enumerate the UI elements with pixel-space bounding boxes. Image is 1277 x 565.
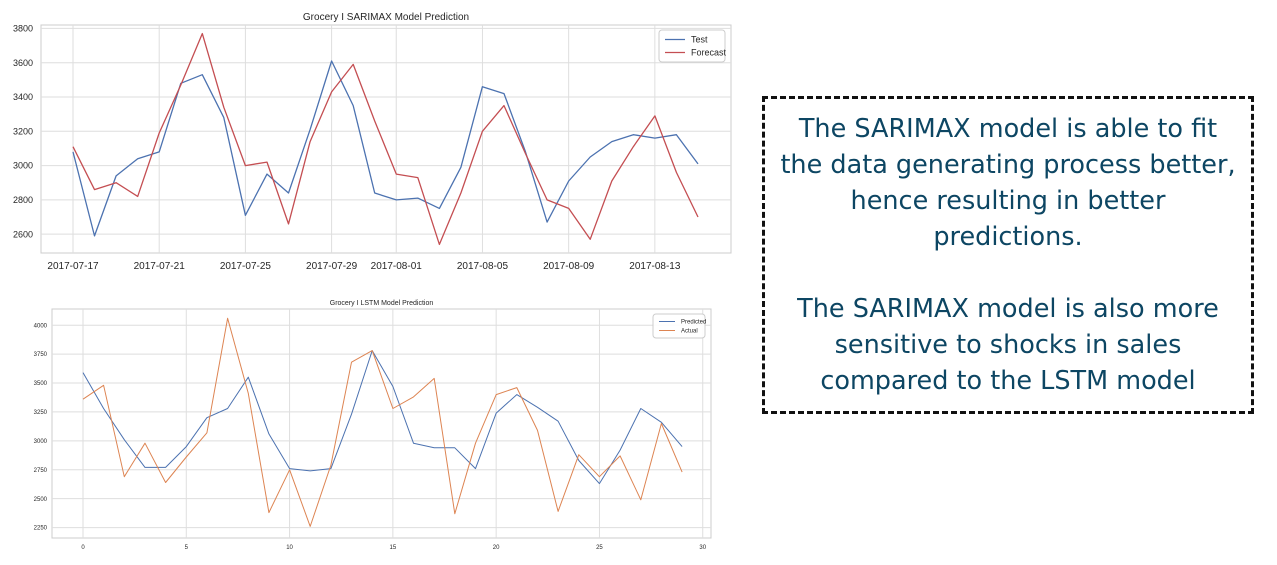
x-tick-label: 2017-08-09 — [543, 261, 595, 272]
lstm-chart: 2250 2500 2750 3000 3250 3500 3750 4000 0 5 10 15 20… — [34, 300, 712, 551]
legend-box — [658, 29, 726, 63]
y-tick-label: 3200 — [13, 126, 33, 136]
x-tick-label: 25 — [596, 545, 603, 551]
y-tick-label: 3800 — [13, 24, 33, 34]
plot-area — [51, 308, 712, 539]
series-line-predicted — [82, 350, 683, 485]
y-tick-label: 2800 — [13, 195, 33, 205]
series-line-actual — [82, 317, 683, 527]
y-tick-label: 3750 — [34, 352, 48, 358]
series-actual — [82, 317, 683, 527]
commentary-box: The SARIMAX model is able to fit the dat… — [762, 96, 1254, 414]
legend-label-forecast: Forecast — [691, 48, 727, 58]
chart-title: Grocery I SARIMAX Model Prediction — [303, 12, 469, 23]
x-tick-label: 2017-07-25 — [220, 261, 272, 272]
series-line-test — [72, 60, 699, 237]
plot-area — [40, 24, 732, 254]
x-tick-label: 2017-07-29 — [306, 261, 358, 272]
y-tick-label: 2500 — [34, 497, 48, 503]
legend-label-actual: Actual — [681, 329, 698, 335]
x-tick-label: 0 — [81, 545, 85, 551]
y-tick-label: 2250 — [34, 526, 48, 532]
x-tick-label: 5 — [185, 545, 189, 551]
y-tick-label: 3250 — [34, 410, 48, 416]
x-tick-label: 2017-08-01 — [371, 261, 423, 272]
commentary-paragraph-2: The SARIMAX model is also more sensitive… — [797, 294, 1219, 396]
legend: Predicted Actual — [652, 313, 706, 339]
y-tick-label: 2600 — [13, 229, 33, 239]
legend-box — [652, 313, 706, 339]
y-tick-label: 3500 — [34, 381, 48, 387]
series-predicted — [82, 350, 683, 485]
x-tick-label: 2017-08-05 — [457, 261, 509, 272]
chart-title: Grocery I LSTM Model Prediction — [330, 300, 434, 307]
series-forecast — [72, 32, 699, 246]
x-tick-label: 2017-07-17 — [47, 261, 99, 272]
commentary-paragraph-1: The SARIMAX model is able to fit the dat… — [780, 114, 1236, 252]
x-tick-label: 20 — [493, 545, 500, 551]
y-tick-label: 3000 — [34, 439, 48, 445]
sarimax-chart: 2600 2800 3000 3200 3400 3600 3800 2017-07-17 20… — [13, 12, 732, 272]
x-tick-label: 2017-07-21 — [134, 261, 186, 272]
y-tick-label: 3600 — [13, 58, 33, 68]
y-tick-label: 4000 — [34, 323, 48, 329]
x-tick-label: 15 — [390, 545, 397, 551]
legend-label-test: Test — [691, 35, 708, 45]
legend: Test Forecast — [658, 29, 727, 63]
series-line-forecast — [72, 32, 699, 246]
x-tick-label: 2017-08-13 — [629, 261, 681, 272]
x-tick-label: 30 — [699, 545, 706, 551]
legend-label-predicted: Predicted — [681, 320, 706, 326]
y-tick-label: 3000 — [13, 161, 33, 171]
y-tick-label: 3400 — [13, 92, 33, 102]
series-test — [72, 60, 699, 237]
x-tick-label: 10 — [286, 545, 293, 551]
y-tick-label: 2750 — [34, 468, 48, 474]
